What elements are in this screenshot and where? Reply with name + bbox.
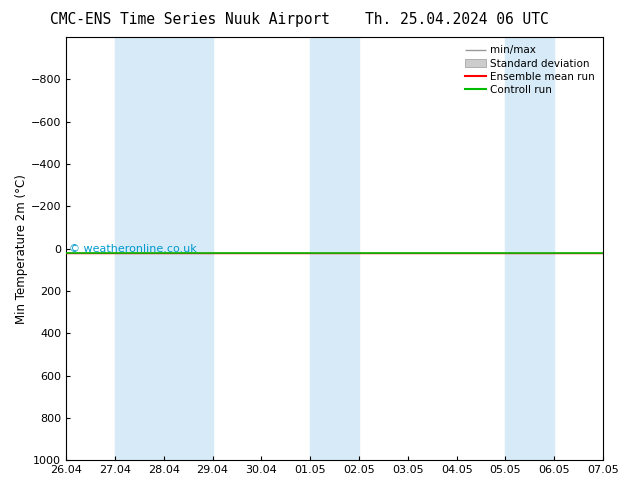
Bar — [115, 37, 212, 460]
Bar — [505, 37, 554, 460]
Text: Th. 25.04.2024 06 UTC: Th. 25.04.2024 06 UTC — [365, 12, 548, 27]
Title: CMC-ENS Time Series Nuuk Airport    Th. 25.04.2024 06 UTC: CMC-ENS Time Series Nuuk Airport Th. 25.… — [0, 489, 1, 490]
Text: © weatheronline.co.uk: © weatheronline.co.uk — [69, 244, 197, 254]
Legend: min/max, Standard deviation, Ensemble mean run, Controll run: min/max, Standard deviation, Ensemble me… — [462, 42, 598, 98]
Text: CMC-ENS Time Series Nuuk Airport: CMC-ENS Time Series Nuuk Airport — [50, 12, 330, 27]
Y-axis label: Min Temperature 2m (°C): Min Temperature 2m (°C) — [15, 173, 28, 323]
Bar — [310, 37, 359, 460]
